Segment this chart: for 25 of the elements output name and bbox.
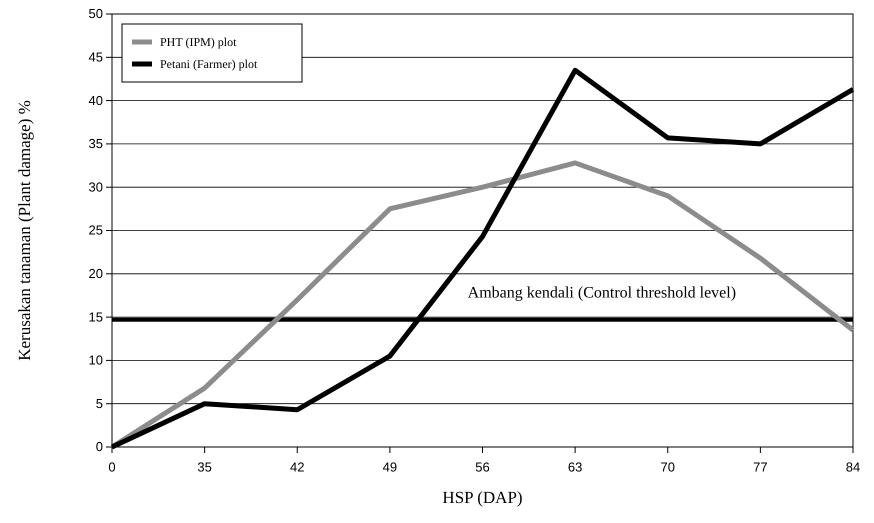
x-axis-title: HSP (DAP) xyxy=(442,488,523,507)
x-tick-label: 84 xyxy=(846,460,860,475)
y-tick-label: 10 xyxy=(88,352,103,368)
y-axis-title: Kerusakan tanaman (Plant damage) % xyxy=(15,100,34,361)
x-tick-label: 42 xyxy=(290,460,304,475)
y-tick-label: 5 xyxy=(96,396,103,411)
y-tick-label: 30 xyxy=(88,179,103,194)
x-tick-label: 56 xyxy=(475,460,490,475)
y-tick-label: 15 xyxy=(88,309,103,324)
y-tick-label: 20 xyxy=(88,266,103,281)
x-tick-label: 77 xyxy=(753,460,768,475)
x-tick-label: 70 xyxy=(660,460,675,475)
y-tick-label: 45 xyxy=(88,49,103,64)
y-tick-label: 0 xyxy=(96,439,103,454)
y-tick-label: 40 xyxy=(88,92,103,108)
ref-line-label: Ambang kendali (Control threshold level) xyxy=(468,284,736,302)
legend-label: Petani (Farmer) plot xyxy=(160,57,258,71)
legend-label: PHT (IPM) plot xyxy=(160,35,238,49)
y-tick-label: 50 xyxy=(88,6,103,22)
x-tick-label: 35 xyxy=(197,460,212,475)
x-tick-label: 49 xyxy=(382,460,398,475)
x-tick-label: 0 xyxy=(108,460,116,475)
y-tick-label: 35 xyxy=(88,136,103,152)
x-tick-label: 63 xyxy=(568,460,582,475)
y-tick-label: 25 xyxy=(88,222,103,238)
